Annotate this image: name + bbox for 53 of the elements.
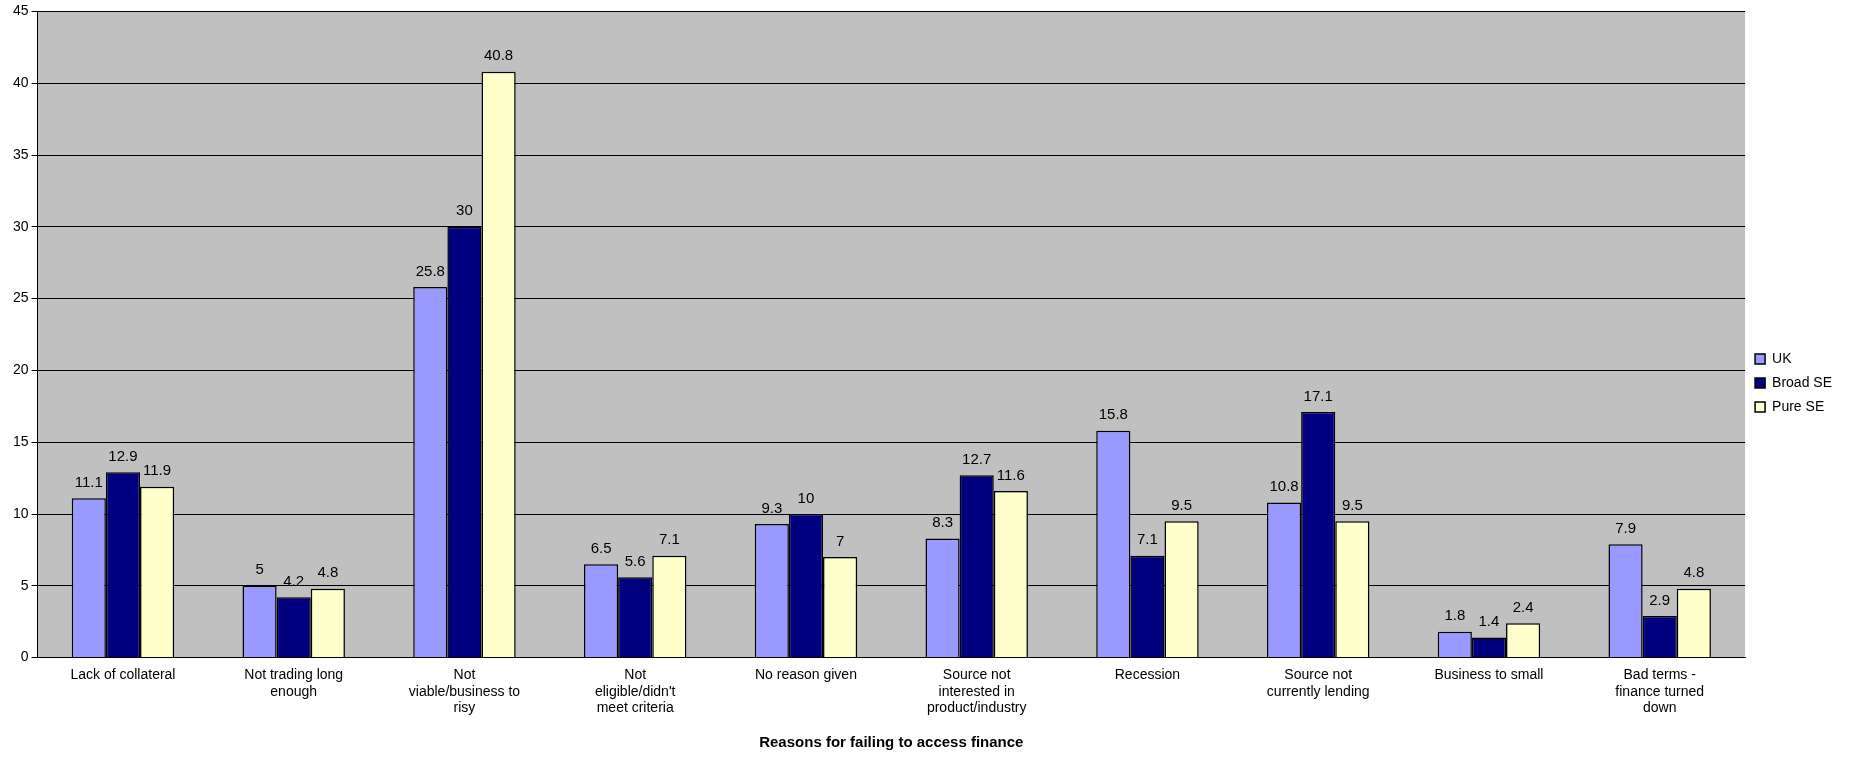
y-tick-label: 45 [12, 2, 29, 19]
data-label: 9.5 [1171, 495, 1193, 513]
data-label: 25.8 [415, 261, 445, 279]
data-label: 1.4 [1478, 612, 1500, 630]
data-label: 5.6 [624, 551, 646, 569]
data-label: 30 [456, 201, 473, 219]
data-label: 10 [797, 488, 815, 506]
data-label: 7.1 [1137, 530, 1158, 548]
y-tick-label: 20 [12, 361, 29, 378]
data-label: 7 [835, 531, 845, 549]
x-tick-label: Business to small [1434, 665, 1544, 682]
y-tick-label: 40 [12, 74, 29, 91]
x-tick-label: Lack of collateral [70, 665, 176, 682]
x-tick-label: Bad terms - finance turned down [1615, 665, 1705, 716]
data-label: 9.5 [1341, 495, 1363, 513]
data-label: 12.9 [108, 447, 138, 464]
legend-label: Broad SE [1772, 373, 1833, 390]
data-label: 15.8 [1098, 405, 1128, 423]
data-label: 9.3 [761, 498, 783, 516]
x-tick-label: Source not interested in product/industry [926, 665, 1027, 716]
data-label: 2.9 [1649, 590, 1671, 608]
y-tick-label: 15 [12, 433, 29, 450]
data-label: 2.4 [1512, 597, 1534, 615]
data-label: 11.1 [74, 472, 103, 490]
data-label: 1.8 [1444, 606, 1466, 624]
data-label: 17.1 [1303, 386, 1333, 404]
y-tick-label: 25 [12, 289, 29, 306]
data-label: 4.8 [317, 563, 339, 581]
data-label: 11.6 [996, 465, 1025, 483]
data-label: 7.1 [658, 530, 680, 548]
data-label: 10.8 [1269, 477, 1299, 495]
x-tick-label: No reason given [754, 665, 857, 682]
y-tick-label: 30 [12, 217, 29, 234]
x-tick-label: Not viable/business to risy [408, 665, 521, 716]
data-label: 8.3 [932, 513, 953, 531]
x-tick-label: Source not currently lending [1266, 665, 1370, 699]
x-tick-label: Not eligible/didn't meet criteria [594, 665, 676, 716]
data-label: 5 [255, 560, 264, 578]
data-label: 4.8 [1683, 563, 1705, 581]
y-tick-label: 35 [12, 145, 29, 162]
y-tick-label: 5 [20, 576, 29, 593]
x-tick-label: Not trading long enough [244, 665, 344, 699]
data-label: 40.8 [484, 46, 514, 64]
data-label: 12.7 [962, 449, 992, 467]
legend-label: UK [1772, 349, 1793, 366]
x-axis-title: Reasons for failing to access finance [759, 733, 1024, 751]
legend-label: Pure SE [1772, 397, 1825, 414]
y-tick-label: 0 [20, 648, 29, 665]
y-tick-label: 10 [12, 504, 29, 521]
data-label: 11.9 [143, 461, 172, 479]
data-label: 6.5 [590, 538, 612, 556]
x-tick-label: Recession [1114, 665, 1181, 682]
data-label: 7.9 [1615, 518, 1636, 536]
